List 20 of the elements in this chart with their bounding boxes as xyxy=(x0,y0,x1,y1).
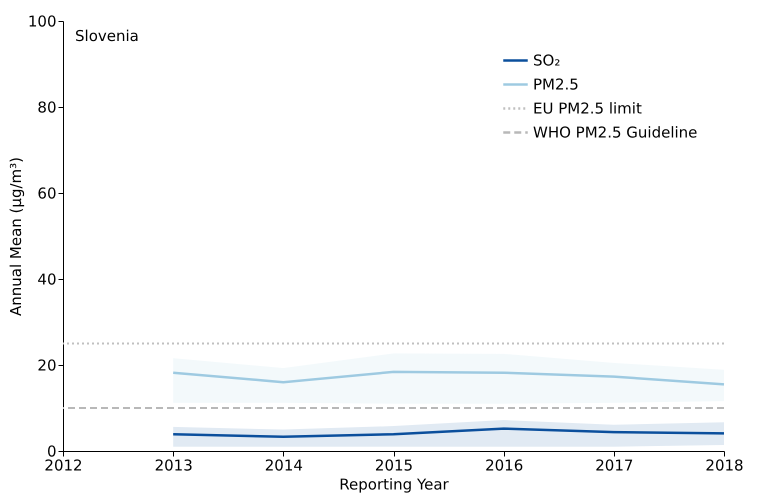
line-series xyxy=(172,427,726,438)
x-tick-label: 2015 xyxy=(374,456,414,474)
legend-label: SO₂ xyxy=(533,52,560,70)
x-tick-label: 2016 xyxy=(485,456,524,474)
y-tick-label: 60 xyxy=(37,184,56,202)
y-tick-label: 80 xyxy=(37,98,56,116)
legend-label: PM2.5 xyxy=(533,76,579,94)
y-tick-label: 40 xyxy=(37,270,56,288)
x-tick-label: 2017 xyxy=(595,456,634,474)
y-axis-title: Annual Mean (μg/m³) xyxy=(6,157,25,316)
x-axis-title: Reporting Year xyxy=(339,476,450,494)
x-tick-label: 2013 xyxy=(154,456,193,474)
x-tick-label: 2018 xyxy=(705,456,744,474)
x-tick-label: 2014 xyxy=(264,456,303,474)
legend-label: EU PM2.5 limit xyxy=(533,100,642,118)
y-tick-label: 100 xyxy=(28,12,56,30)
line-series xyxy=(172,370,726,386)
y-tick-label: 20 xyxy=(37,356,56,374)
chart-title: Slovenia xyxy=(75,27,139,45)
legend-label: WHO PM2.5 Guideline xyxy=(533,124,698,142)
